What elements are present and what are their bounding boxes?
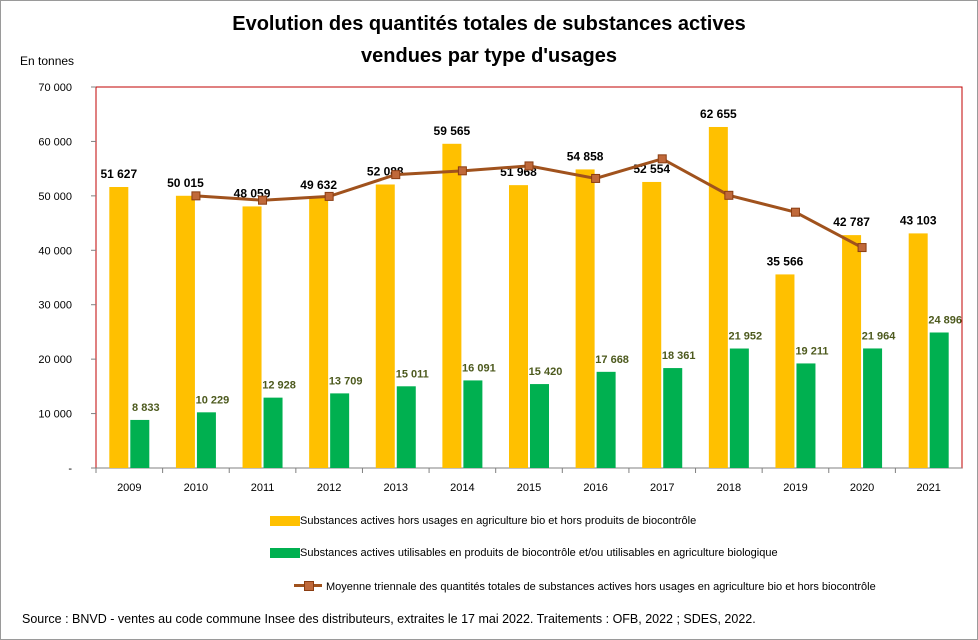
- x-category-label: 2021: [916, 482, 940, 494]
- x-category-label: 2018: [717, 482, 741, 494]
- bar-green: [196, 412, 216, 468]
- legend-swatch-yellow: [270, 516, 300, 526]
- bar-yellow: [175, 195, 195, 468]
- bar-green: [130, 419, 150, 468]
- data-label-green: 15 420: [529, 366, 563, 378]
- data-label-yellow: 49 632: [300, 178, 337, 192]
- data-label-green: 16 091: [462, 362, 496, 374]
- legend-swatch-green: [270, 548, 300, 558]
- data-label-yellow: 59 565: [434, 124, 471, 138]
- plot-area-border: [95, 86, 963, 469]
- line-marker: [591, 173, 601, 183]
- data-label-yellow: 51 627: [100, 167, 137, 181]
- bar-green: [463, 380, 483, 468]
- x-category-label: 2012: [317, 482, 341, 494]
- line-marker: [657, 154, 667, 164]
- bar-yellow: [509, 185, 528, 468]
- source-note: Source : BNVD - ventes au code commune I…: [22, 612, 756, 626]
- bar-yellow: [109, 187, 129, 468]
- y-tick-label: 70 000: [38, 82, 72, 94]
- legend-marker-icon: [304, 581, 314, 591]
- data-label-yellow: 42 787: [833, 215, 870, 229]
- line-marker: [857, 243, 867, 253]
- x-category-label: 2015: [517, 482, 541, 494]
- bar-yellow: [842, 235, 862, 468]
- bar-green: [596, 371, 616, 468]
- bar-green: [396, 386, 416, 468]
- x-category-label: 2020: [850, 482, 874, 494]
- line-marker: [191, 191, 201, 201]
- data-label-green: 17 668: [595, 354, 629, 366]
- bar-green: [530, 384, 549, 468]
- x-category-label: 2010: [184, 482, 208, 494]
- legend-item-yellow: Substances actives hors usages en agricu…: [270, 514, 900, 529]
- y-tick-label: 20 000: [38, 354, 72, 366]
- x-category-label: 2011: [251, 482, 275, 494]
- bar-yellow: [242, 206, 262, 468]
- line-marker: [790, 207, 800, 217]
- y-tick-label: -: [68, 463, 72, 475]
- x-category-label: 2014: [450, 482, 474, 494]
- legend-label-green: Substances actives utilisables en produi…: [300, 547, 778, 559]
- data-label-green: 19 211: [795, 345, 828, 357]
- x-category-label: 2017: [650, 482, 674, 494]
- x-category-label: 2009: [117, 482, 141, 494]
- bar-green: [929, 332, 949, 468]
- line-marker: [524, 161, 534, 171]
- bar-yellow: [375, 184, 395, 468]
- data-label-green: 21 952: [729, 331, 763, 343]
- bar-green: [663, 368, 683, 468]
- bar-yellow: [908, 233, 928, 468]
- bar-yellow: [309, 197, 329, 468]
- legend-item-line: Moyenne triennale des quantités totales …: [294, 580, 886, 595]
- y-tick-label: 60 000: [38, 136, 72, 148]
- data-label-yellow: 52 554: [633, 162, 670, 176]
- y-tick-label: 50 000: [38, 191, 72, 203]
- x-category-label: 2013: [384, 482, 408, 494]
- data-label-yellow: 35 566: [767, 254, 804, 268]
- data-label-yellow: 50 015: [167, 176, 204, 190]
- chart-title-line-2: vendues par type d'usages: [361, 45, 617, 67]
- data-label-green: 12 928: [262, 380, 296, 392]
- data-label-yellow: 43 103: [900, 213, 937, 227]
- line-marker: [457, 166, 467, 176]
- line-marker: [324, 191, 334, 201]
- bar-green: [729, 348, 749, 468]
- bar-green: [796, 363, 816, 468]
- legend-label-yellow: Substances actives hors usages en agricu…: [300, 515, 697, 527]
- line-marker: [391, 170, 401, 180]
- line-marker: [724, 190, 734, 200]
- bar-yellow: [708, 126, 728, 468]
- chart-title-line-1: Evolution des quantités totales de subst…: [232, 13, 746, 35]
- bar-green: [863, 348, 883, 468]
- data-label-green: 13 709: [329, 375, 363, 387]
- y-tick-label: 10 000: [38, 409, 72, 421]
- data-label-green: 18 361: [662, 350, 696, 362]
- bar-yellow: [775, 274, 795, 468]
- bar-green: [263, 397, 283, 468]
- line-marker: [258, 195, 268, 205]
- legend-label-line: Moyenne triennale des quantités totales …: [326, 581, 876, 593]
- x-category-label: 2019: [783, 482, 807, 494]
- bar-yellow: [642, 181, 662, 468]
- data-label-green: 15 011: [396, 368, 429, 380]
- legend-item-green: Substances actives utilisables en produi…: [270, 546, 900, 561]
- y-axis-unit-label: En tonnes: [20, 54, 75, 68]
- data-label-yellow: 54 858: [567, 149, 604, 163]
- x-category-label: 2016: [583, 482, 607, 494]
- data-label-green: 8 833: [132, 402, 160, 414]
- data-label-yellow: 62 655: [700, 107, 737, 121]
- y-tick-label: 30 000: [38, 300, 72, 312]
- bar-green: [330, 393, 350, 468]
- data-label-green: 10 229: [196, 394, 230, 406]
- data-label-green: 24 896: [928, 314, 962, 326]
- y-tick-label: 40 000: [38, 245, 72, 257]
- bar-yellow: [575, 169, 595, 468]
- bar-yellow: [442, 143, 462, 469]
- data-label-green: 21 964: [862, 330, 897, 342]
